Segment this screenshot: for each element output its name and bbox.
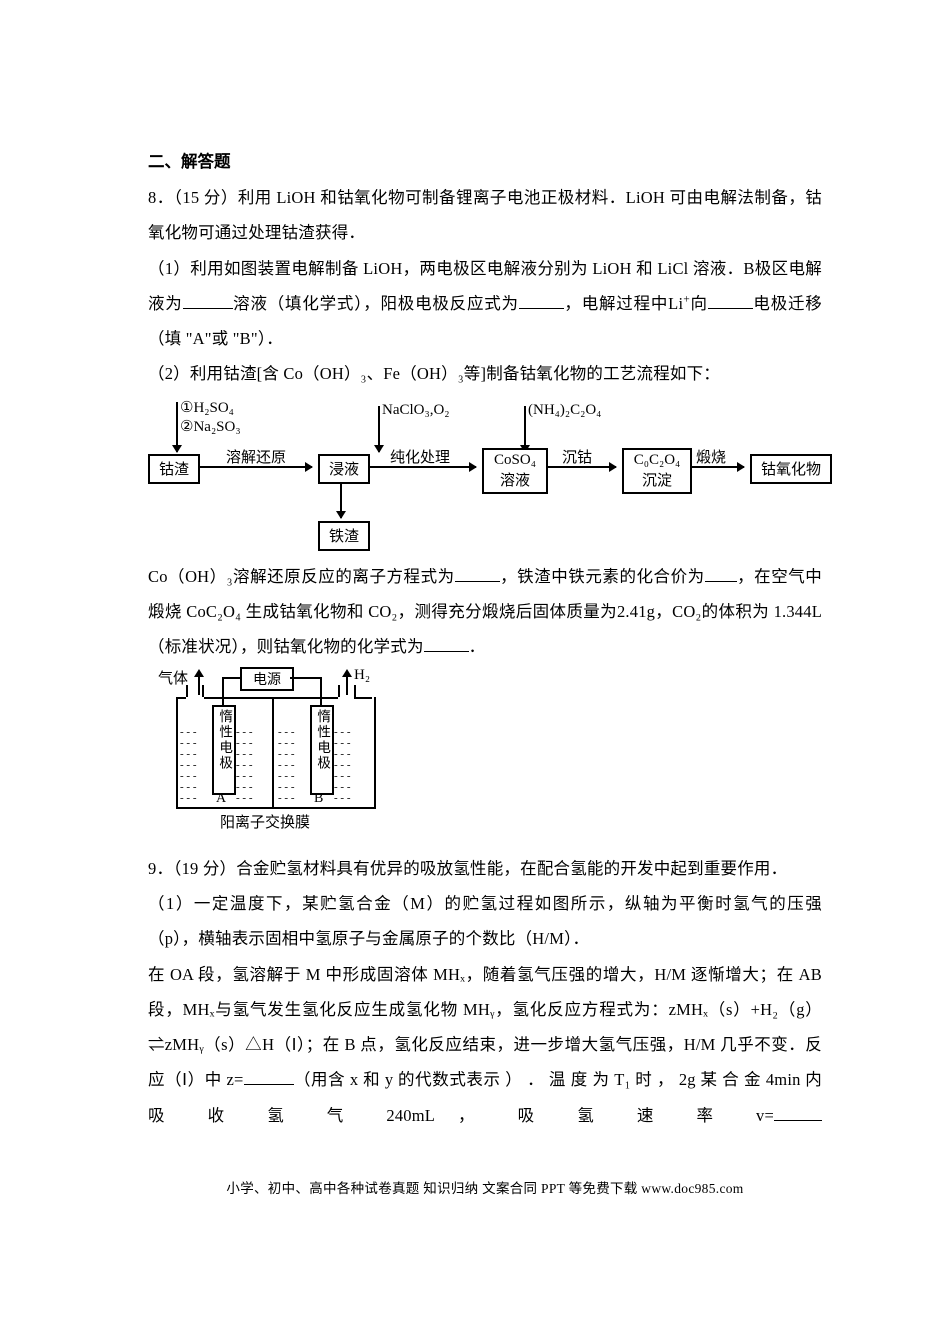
q8-intro: 8．（15 分）利用 LiOH 和钴氧化物可制备锂离子电池正极材料．LiOH 可… (148, 180, 822, 251)
elec-membrane (272, 697, 274, 807)
blank (774, 1105, 822, 1121)
arrow-up-icon (342, 669, 352, 677)
flow-box-coc2o4: C₀C₂O₄ 沉淀 (622, 448, 692, 494)
arrow-down-icon (378, 406, 380, 452)
flow-box-iron-slag: 铁渣 (318, 521, 370, 551)
flow-in2: NaClO₃,O₂ (382, 402, 450, 419)
blank (708, 293, 753, 309)
li-plus-sup: + (683, 293, 690, 305)
line (198, 677, 200, 695)
flow-in1-l2: ②Na₂SO₃ (180, 419, 241, 435)
flow-box-cobalt-oxide: 钴氧化物 (750, 454, 832, 484)
q8-p3-d: ． (469, 637, 486, 656)
elec-gas-label: 气体 (158, 667, 188, 688)
elec-electrode-b: 惰性电极 (310, 705, 334, 795)
flow-box3-l1: CoSO₄ (494, 452, 536, 469)
line (290, 677, 320, 679)
electrode-text: 惰性电极 (315, 709, 329, 771)
process-flow-diagram: ①H₂SO₄ ②Na₂SO₃ NaClO₃,O₂ (NH₄)₂C₂O₄ 钴渣 溶… (148, 398, 828, 553)
flow-box-leachate: 浸液 (318, 454, 370, 484)
q9-p2: 在 OA 段，氢溶解于 M 中形成固溶体 MHₓ，随着氢气压强的增大，H/M 逐… (148, 957, 822, 1133)
q8-p3-a: Co（OH）₃溶解还原反应的离子方程式为 (148, 567, 455, 586)
elec-power-box: 电源 (240, 667, 294, 691)
flow-label-purify: 纯化处理 (390, 446, 450, 467)
flow-box-coso4: CoSO₄ 溶液 (482, 448, 548, 494)
q8-part2: （2）利用钴渣[含 Co（OH）₃、Fe（OH）₃等]制备钴氧化物的工艺流程如下… (148, 356, 822, 391)
q9-p1: （1）一定温度下，某贮氢合金（M）的贮氢过程如图所示，纵轴为平衡时氢气的压强（p… (148, 886, 822, 957)
elec-label-b: B (314, 791, 323, 807)
flow-box4-l2: 沉淀 (642, 469, 672, 490)
electrode-text: 惰性电极 (217, 709, 231, 771)
q8-p1-c: ，电解过程中Li (564, 294, 683, 313)
line (222, 677, 240, 679)
elec-label-a: A (216, 791, 226, 807)
blank (424, 637, 469, 653)
blank (244, 1070, 294, 1086)
page-footer: 小学、初中、高中各种试卷真题 知识归纳 文案合同 PPT 等免费下载 www.d… (148, 1177, 822, 1197)
arrow-down-icon (340, 482, 342, 518)
arrow-up-icon (194, 669, 204, 677)
flow-label-calcine: 煅烧 (696, 446, 726, 467)
flow-label-dissolve: 溶解还原 (226, 446, 286, 467)
flow-label-precip: 沉钴 (562, 446, 592, 467)
electrolysis-diagram: 气体 电源 H₂ 惰性电极 A 惰性电极 B (158, 667, 403, 847)
flow-box4-l1: C₀C₂O₄ (634, 452, 681, 469)
elec-membrane-label: 阳离子交换膜 (220, 811, 310, 832)
flow-in1-l1: ①H₂SO₄ (180, 400, 234, 416)
blank (705, 566, 737, 582)
blank (519, 293, 564, 309)
blank (183, 293, 233, 309)
section-heading: 二、解答题 (148, 148, 822, 172)
arrow-down-icon (176, 402, 178, 452)
flow-box3-l2: 溶液 (500, 469, 530, 490)
blank (455, 566, 500, 582)
elec-h2-label: H₂ (354, 667, 370, 684)
q9-intro: 9．（19 分）合金贮氢材料具有优异的吸放氢性能，在配合氢能的开发中起到重要作用… (148, 851, 822, 886)
flow-in3: (NH₄)₂C₂O₄ (528, 402, 601, 419)
line (346, 677, 348, 695)
q8-p1-b: 溶液（填化学式），阳极电极反应式为 (233, 294, 519, 313)
flow-box-cobalt-slag: 钴渣 (148, 454, 200, 484)
arrow-down-icon (524, 406, 526, 452)
q8-p3-b: ，铁渣中铁元素的化合价为 (500, 567, 705, 586)
q8-p1-d: 向 (690, 294, 708, 313)
q8-part3: Co（OH）₃溶解还原反应的离子方程式为，铁渣中铁元素的化合价为，在空气中煅烧 … (148, 559, 822, 665)
elec-electrode-a: 惰性电极 (212, 705, 236, 795)
q8-part1: （1）利用如图装置电解制备 LiOH，两电极区电解液分别为 LiOH 和 LiC… (148, 251, 822, 357)
